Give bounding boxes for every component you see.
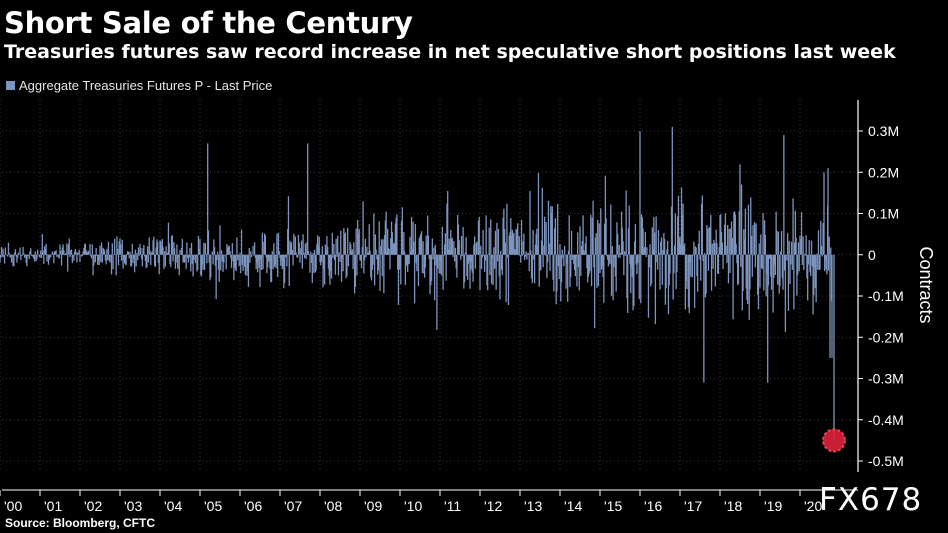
legend-swatch: [6, 81, 15, 90]
x-tick-label-1: '01: [44, 498, 62, 514]
y-tick-label-8: -0.5M: [868, 453, 904, 469]
x-tick-label-8: '08: [324, 498, 342, 514]
chart-title: Short Sale of the Century: [4, 6, 413, 40]
x-tick-label-19: '19: [764, 498, 782, 514]
x-tick-label-14: '14: [564, 498, 582, 514]
x-tick-label-15: '15: [604, 498, 622, 514]
x-tick-label-18: '18: [724, 498, 742, 514]
legend: Aggregate Treasuries Futures P - Last Pr…: [6, 78, 272, 93]
y-tick-label-4: -0.1M: [868, 288, 904, 304]
x-tick-label-16: '16: [644, 498, 662, 514]
x-tick-label-0: '00: [4, 498, 22, 514]
y-tick-label-7: -0.4M: [868, 412, 904, 428]
x-tick-label-5: '05: [204, 498, 222, 514]
x-tick-label-7: '07: [284, 498, 302, 514]
x-tick-label-6: '06: [244, 498, 262, 514]
chart-subtitle: Treasuries futures saw record increase i…: [4, 41, 896, 63]
x-tick-label-9: '09: [364, 498, 382, 514]
x-tick-label-20: '20: [804, 498, 822, 514]
x-tick-label-17: '17: [684, 498, 702, 514]
y-tick-label-0: 0.3M: [868, 123, 899, 139]
x-tick-label-3: '03: [124, 498, 142, 514]
x-tick-label-11: '11: [444, 498, 461, 514]
y-tick-label-1: 0.2M: [868, 164, 899, 180]
legend-label: Aggregate Treasuries Futures P - Last Pr…: [19, 78, 273, 93]
y-tick-label-3: 0: [868, 247, 876, 263]
x-tick-label-2: '02: [84, 498, 102, 514]
y-tick-label-5: -0.2M: [868, 329, 904, 345]
x-tick-label-10: '10: [404, 498, 422, 514]
y-tick-label-2: 0.1M: [868, 206, 899, 222]
x-tick-label-12: '12: [484, 498, 502, 514]
y-axis-title: Contracts: [916, 246, 936, 323]
source-note: Source: Bloomberg, CFTC: [5, 516, 156, 530]
x-tick-label-13: '13: [524, 498, 542, 514]
y-tick-label-6: -0.3M: [868, 371, 904, 387]
x-tick-label-4: '04: [164, 498, 182, 514]
watermark: FX678: [819, 482, 923, 518]
record-short-highlight: [822, 428, 846, 453]
